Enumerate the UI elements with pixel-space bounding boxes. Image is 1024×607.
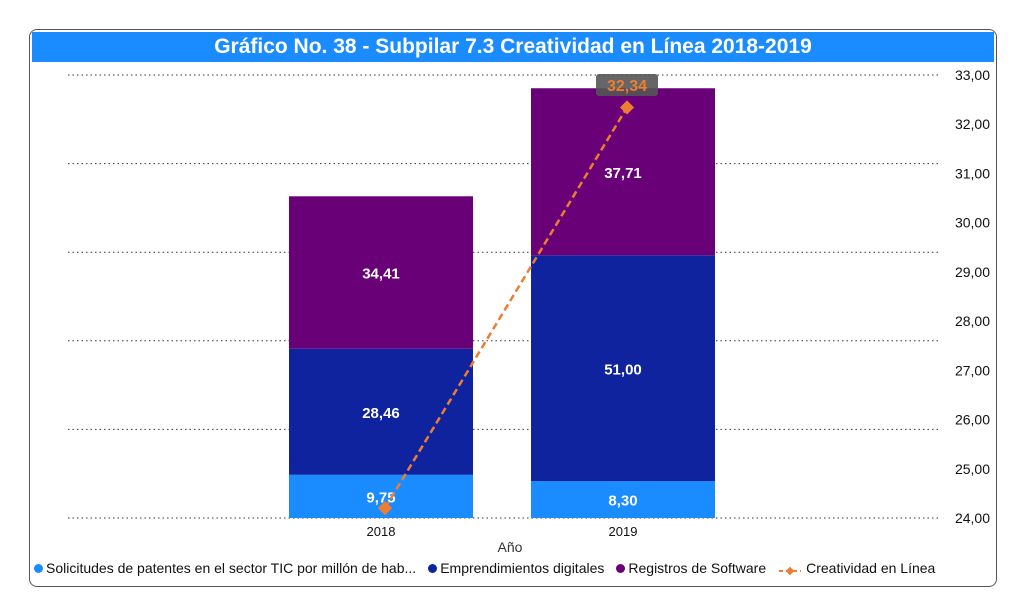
chart-frame (29, 29, 997, 587)
y-axis-tick-label: 24,00 (955, 510, 990, 526)
legend-dot-icon (34, 563, 43, 573)
y-axis-tick-label: 31,00 (955, 165, 990, 181)
legend-line-diamond-icon (778, 563, 802, 576)
y-axis-tick-label: 33,00 (955, 67, 990, 83)
bar-segment (531, 255, 715, 482)
line-data-label: 32,34 (607, 78, 647, 95)
legend-dot-icon (428, 563, 438, 573)
y-axis-tick-label: 25,00 (955, 461, 990, 477)
bar-data-label: 51,00 (604, 361, 642, 378)
y-axis-tick-label: 28,00 (955, 313, 990, 329)
legend-label: Registros de Software (628, 560, 767, 576)
bar-segment (531, 481, 715, 518)
legend: Solicitudes de patentes en el sector TIC… (34, 558, 947, 578)
bar-data-label: 37,71 (604, 165, 642, 182)
line-marker (377, 501, 393, 516)
bar-data-label: 8,30 (608, 493, 637, 510)
legend-item-creatividad[interactable]: Creatividad en Línea (778, 560, 935, 576)
line-data-label-bg (596, 74, 658, 96)
legend-dot-icon (616, 563, 626, 573)
x-axis-title: Año (498, 539, 523, 555)
y-axis-tick-label: 29,00 (955, 264, 990, 280)
bar-segment (531, 88, 715, 256)
bar-data-label: 34,41 (362, 266, 400, 283)
chart-title: Gráfico No. 38 - Subpilar 7.3 Creativida… (32, 32, 994, 62)
legend-label: Solicitudes de patentes en el sector TIC… (46, 560, 417, 576)
legend-label: Emprendimientos digitales (440, 560, 605, 576)
bar-data-label: 28,46 (362, 405, 400, 422)
legend-item-registros[interactable]: Registros de Software (616, 560, 766, 576)
y-axis-tick-label: 32,00 (955, 116, 990, 132)
y-axis-tick-label: 26,00 (955, 412, 990, 428)
y-axis-tick-label: 27,00 (955, 362, 990, 378)
x-axis-tick-label: 2019 (609, 524, 638, 539)
line-series (383, 106, 629, 509)
line-marker (619, 100, 635, 115)
y-axis-tick-label: 30,00 (955, 215, 990, 231)
legend-label: Creatividad en Línea (806, 560, 936, 576)
legend-item-patentes[interactable]: Solicitudes de patentes en el sector TIC… (34, 560, 416, 576)
legend-item-emprendimientos[interactable]: Emprendimientos digitales (428, 560, 604, 576)
bar-segment (289, 196, 473, 349)
x-axis-tick-label: 2018 (367, 524, 396, 539)
